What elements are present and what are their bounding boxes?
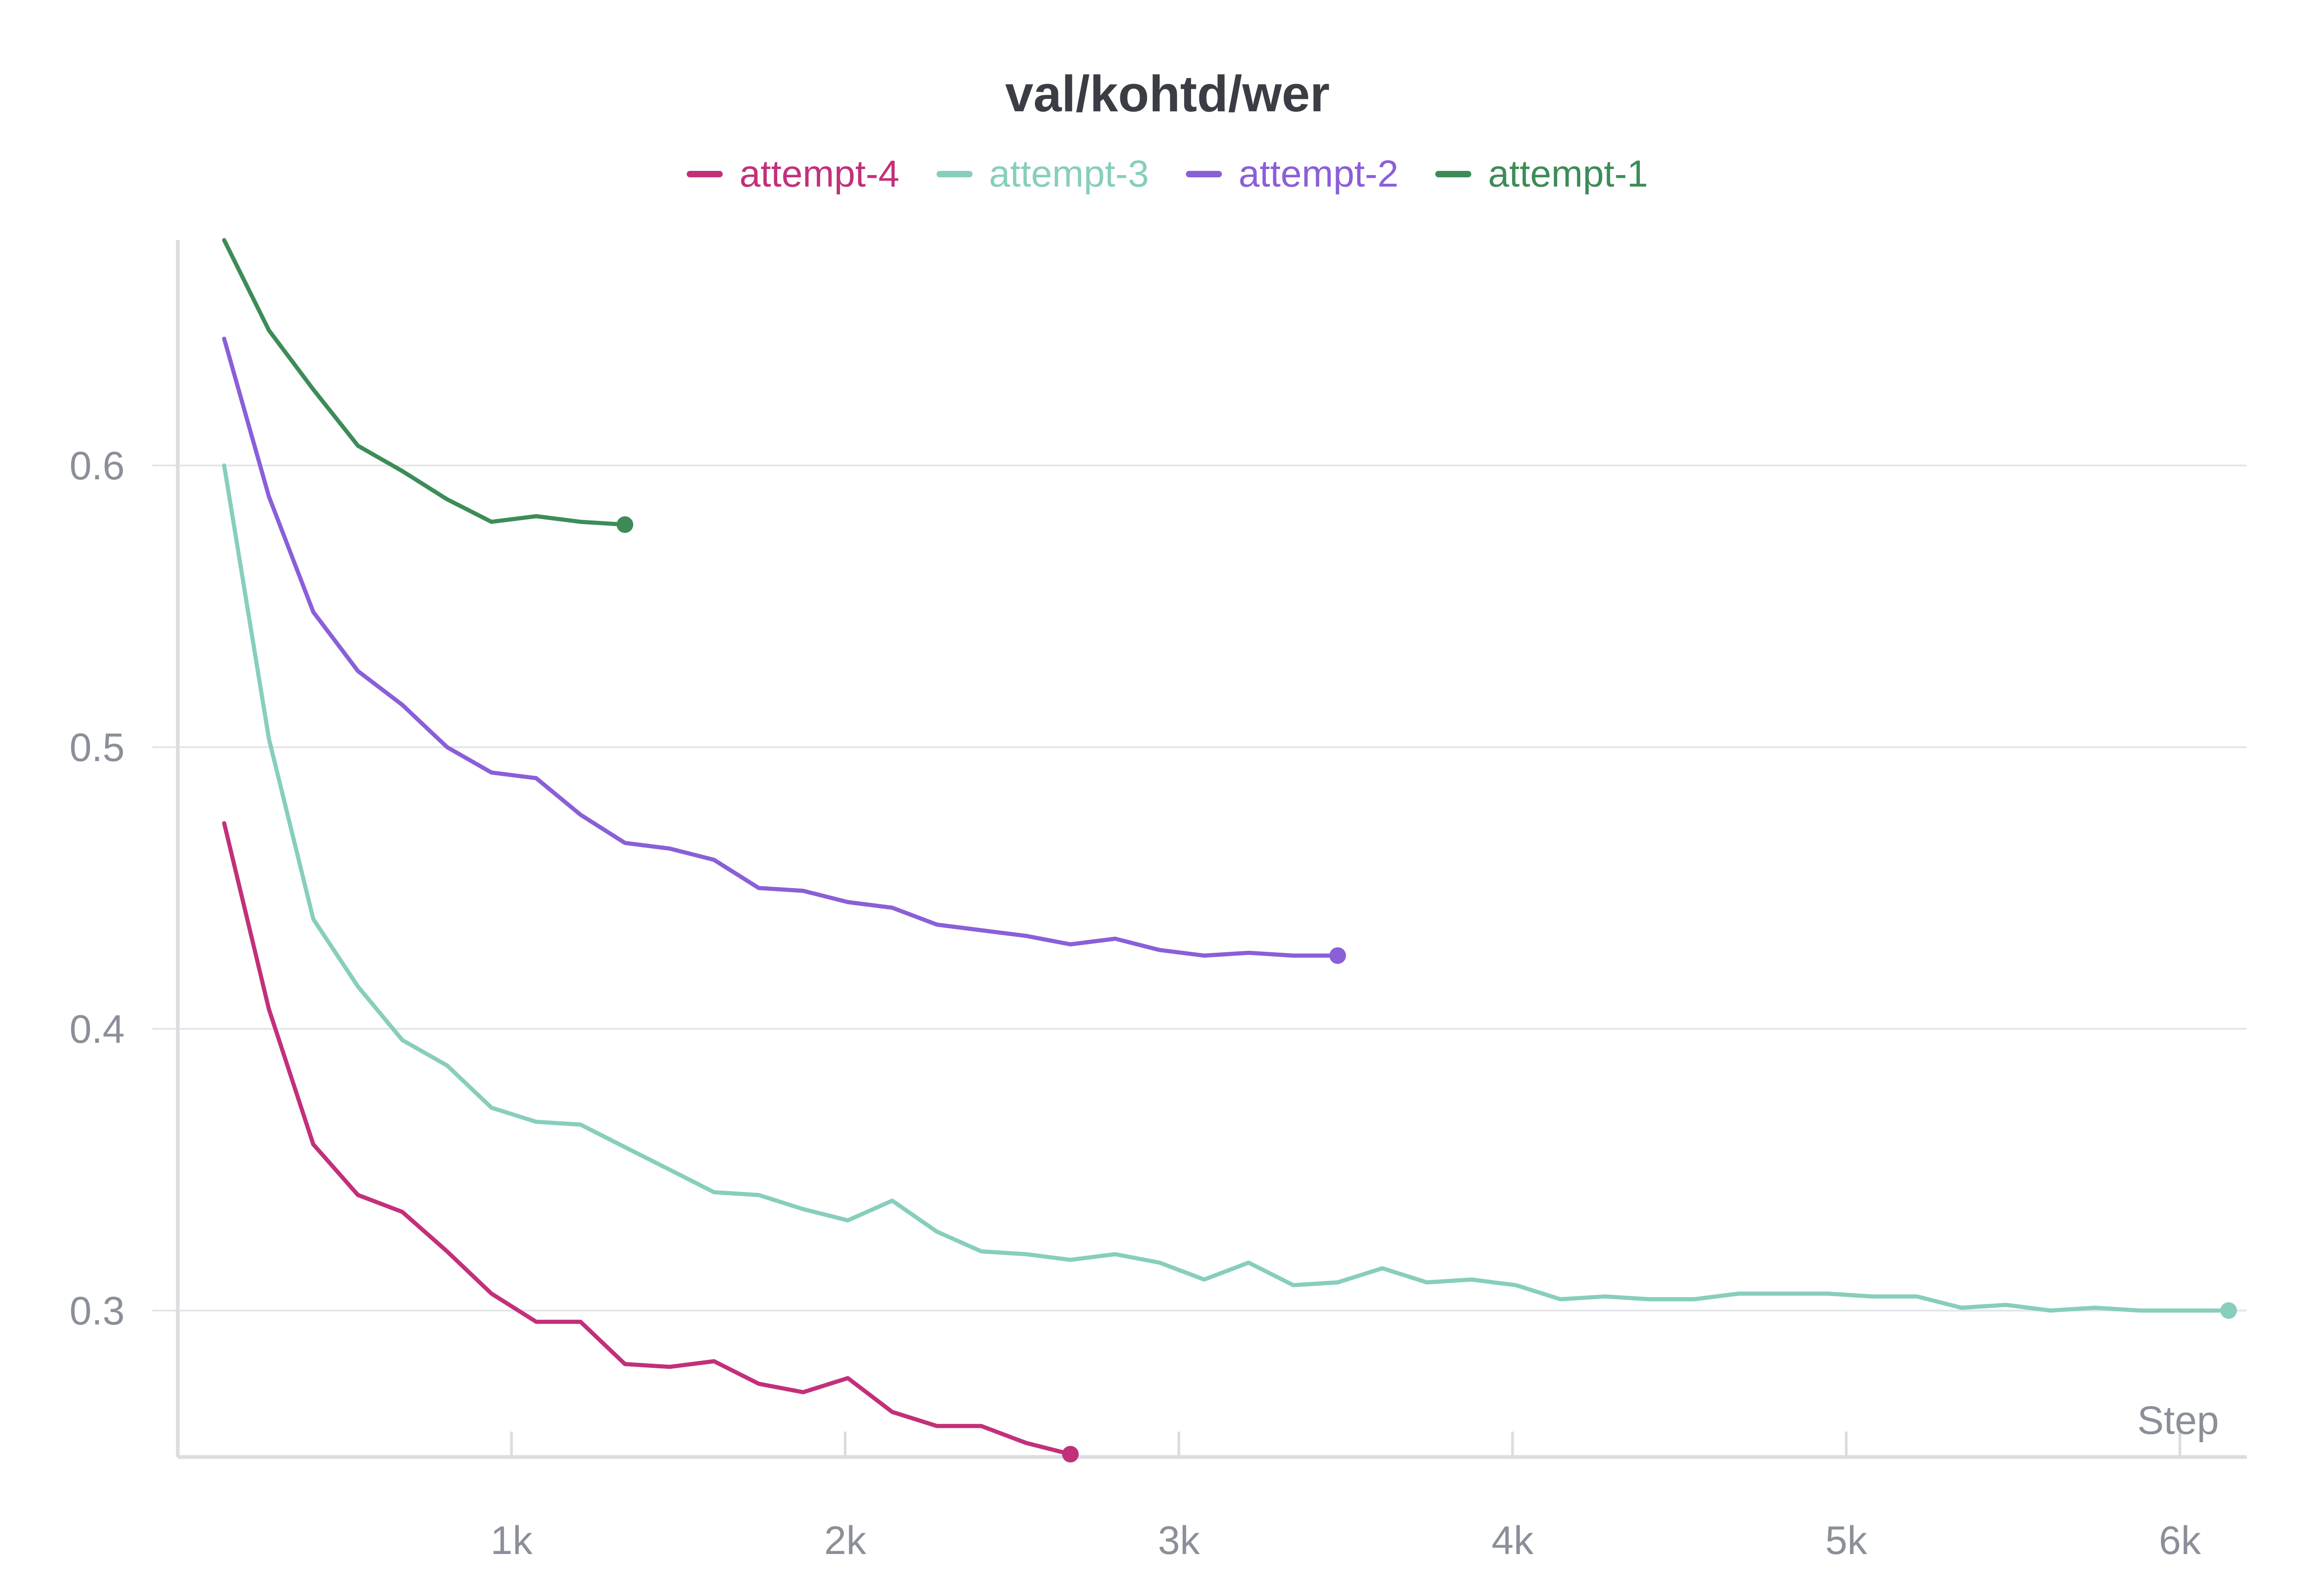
series-end-marker-attempt-1 [617, 516, 634, 533]
legend-swatch [687, 171, 723, 177]
y-tick-label: 0.4 [69, 1007, 125, 1052]
x-tick-label: 5k [1825, 1518, 1868, 1563]
chart-title: val/kohtd/wer [1005, 66, 1330, 122]
y-tick-label: 0.5 [69, 725, 125, 770]
legend-label: attempt-4 [739, 153, 900, 195]
legend-item-attempt-2[interactable]: attempt-2 [1186, 152, 1398, 196]
legend-swatch [1435, 171, 1472, 177]
legend-swatch [1186, 171, 1222, 177]
x-axis-label: Step [2137, 1398, 2219, 1443]
x-tick-label: 4k [1492, 1518, 1534, 1563]
x-tick-label: 3k [1158, 1518, 1200, 1563]
legend-label: attempt-1 [1488, 153, 1648, 195]
legend: attempt-4 attempt-3 attempt-2 attempt-1 [0, 152, 2309, 196]
legend-swatch [936, 171, 973, 177]
legend-item-attempt-3[interactable]: attempt-3 [936, 152, 1149, 196]
series-line-attempt-1 [222, 238, 627, 527]
legend-item-attempt-1[interactable]: attempt-1 [1435, 152, 1648, 196]
y-tick-label: 0.6 [69, 444, 125, 488]
x-tick-label: 2k [824, 1518, 867, 1563]
legend-label: attempt-3 [989, 153, 1149, 195]
x-tick-label: 1k [490, 1518, 533, 1563]
series-end-marker-attempt-4 [1062, 1445, 1079, 1463]
series-end-marker-attempt-2 [1329, 947, 1346, 964]
series-line-attempt-2 [222, 336, 1340, 958]
y-tick-label: 0.3 [69, 1289, 125, 1333]
series-end-marker-attempt-3 [2220, 1302, 2237, 1319]
x-tick-label: 6k [2159, 1518, 2201, 1563]
series-line-attempt-4 [222, 821, 1073, 1457]
legend-item-attempt-4[interactable]: attempt-4 [687, 152, 900, 196]
series-line-attempt-3 [222, 463, 2231, 1313]
legend-label: attempt-2 [1239, 153, 1399, 195]
